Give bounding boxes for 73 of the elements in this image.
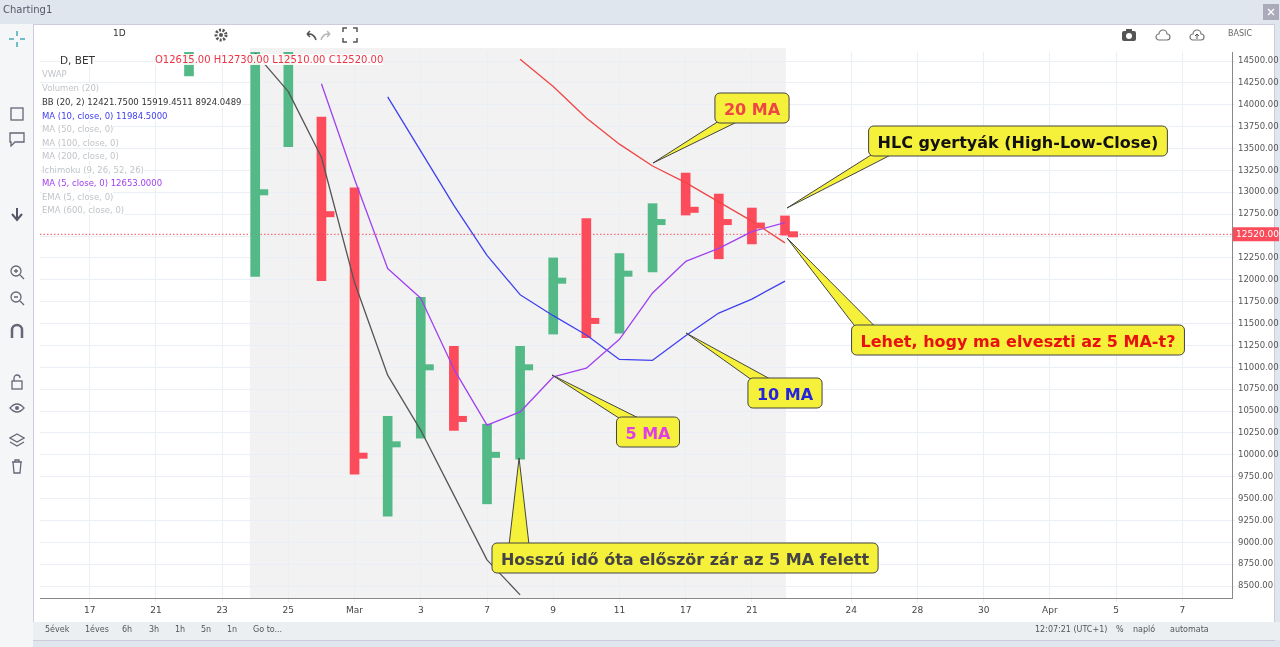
text: 1éves: [85, 625, 109, 634]
text: 1n: [227, 625, 238, 634]
annotation: O12615.00 H12730.00 L12510.00 C12520.00: [155, 54, 384, 65]
y-tick-label: 9500.00: [1238, 492, 1274, 503]
x-tick-label: 30: [977, 604, 990, 615]
text: BASIC: [1228, 29, 1252, 38]
annotation: Volumen (20): [42, 83, 100, 93]
text: 12:07:21 (UTC+1): [1035, 625, 1108, 634]
ref-line-label: 12520.00: [1236, 228, 1280, 239]
annotation: D, BET: [60, 54, 96, 66]
text: automata: [1170, 625, 1209, 634]
y-tick-label: 11750.00: [1238, 295, 1279, 306]
text: 5n: [201, 625, 212, 634]
annotation: MA (10, close, 0) 11984.5000: [42, 111, 168, 121]
x-tick-label: 7: [1179, 604, 1186, 615]
x-tick-label: Mar: [346, 604, 364, 615]
y-tick-label: 10500.00: [1238, 405, 1279, 416]
x-tick-label: 3: [417, 604, 424, 615]
x-tick-label: 7: [484, 604, 490, 615]
text: 1h: [175, 625, 186, 634]
x-tick-label: 21: [150, 604, 162, 615]
y-tick-label: 12250.00: [1238, 252, 1279, 263]
text: 3h: [149, 625, 160, 634]
y-tick-label: 12750.00: [1238, 208, 1279, 219]
x-tick-label: 17: [679, 604, 692, 615]
y-tick-label: 14000.00: [1238, 98, 1279, 109]
x-tick-label: 9: [550, 604, 557, 615]
annotation: Ichimoku (9, 26, 52, 26): [42, 165, 144, 175]
annotation: 20 MA: [723, 99, 781, 119]
annotation: Lehet, hogy ma elveszti az 5 MA-t?: [860, 331, 1176, 351]
text: Go to...: [253, 625, 283, 634]
annotation: Hosszú idő óta először zár az 5 MA felett: [500, 549, 870, 569]
text: napló: [1133, 625, 1156, 634]
x-tick-label: 24: [845, 604, 858, 615]
text: 6h: [122, 625, 133, 634]
x-tick-label: 23: [216, 604, 228, 615]
y-tick-label: 13250.00: [1238, 164, 1279, 175]
text: 5évek: [45, 625, 70, 634]
x-tick-label: 11: [613, 604, 626, 615]
y-tick-label: 14500.00: [1238, 55, 1279, 66]
x-tick-label: 25: [282, 604, 295, 615]
y-tick-label: 13500.00: [1238, 142, 1279, 153]
annotation: VWAP: [42, 69, 67, 79]
y-tick-label: 8500.00: [1238, 580, 1274, 591]
y-tick-label: 11500.00: [1238, 317, 1279, 328]
x-tick-label: 5: [1113, 604, 1119, 615]
y-tick-label: 8750.00: [1238, 558, 1274, 569]
point: [490, 451, 500, 458]
y-tick-label: 11250.00: [1238, 339, 1279, 350]
y-tick-label: 9250.00: [1238, 514, 1274, 525]
annotation: 5 MA: [625, 423, 671, 443]
x-tick-label: 21: [746, 604, 758, 615]
annotation: 10 MA: [756, 384, 814, 404]
text: 1D: [113, 28, 126, 38]
x-tick-label: 17: [83, 604, 96, 615]
y-tick-label: 13000.00: [1238, 186, 1279, 197]
y-tick-label: 12000.00: [1238, 274, 1279, 285]
x-tick-label: 28: [911, 604, 924, 615]
annotation: BB (20, 2) 12421.7500 15919.4511 8924.0489: [42, 97, 242, 107]
annotation: HLC gyertyák (High-Low-Close): [877, 132, 1159, 152]
y-tick-label: 10000.00: [1238, 449, 1279, 460]
y-tick-label: 14250.00: [1238, 77, 1279, 88]
annotation: MA (5, close, 0) 12653.0000: [42, 178, 163, 188]
y-tick-label: 9000.00: [1238, 536, 1274, 547]
x-tick-label: Apr: [1042, 604, 1058, 615]
y-tick-label: 10750.00: [1238, 383, 1279, 394]
text: %: [1116, 625, 1124, 634]
text: Charting1: [3, 4, 53, 15]
y-tick-label: 10250.00: [1238, 427, 1279, 438]
point: [788, 231, 798, 238]
y-tick-label: 13750.00: [1238, 120, 1279, 131]
y-tick-label: 11000.00: [1238, 361, 1279, 372]
y-tick-label: 9750.00: [1238, 470, 1274, 481]
